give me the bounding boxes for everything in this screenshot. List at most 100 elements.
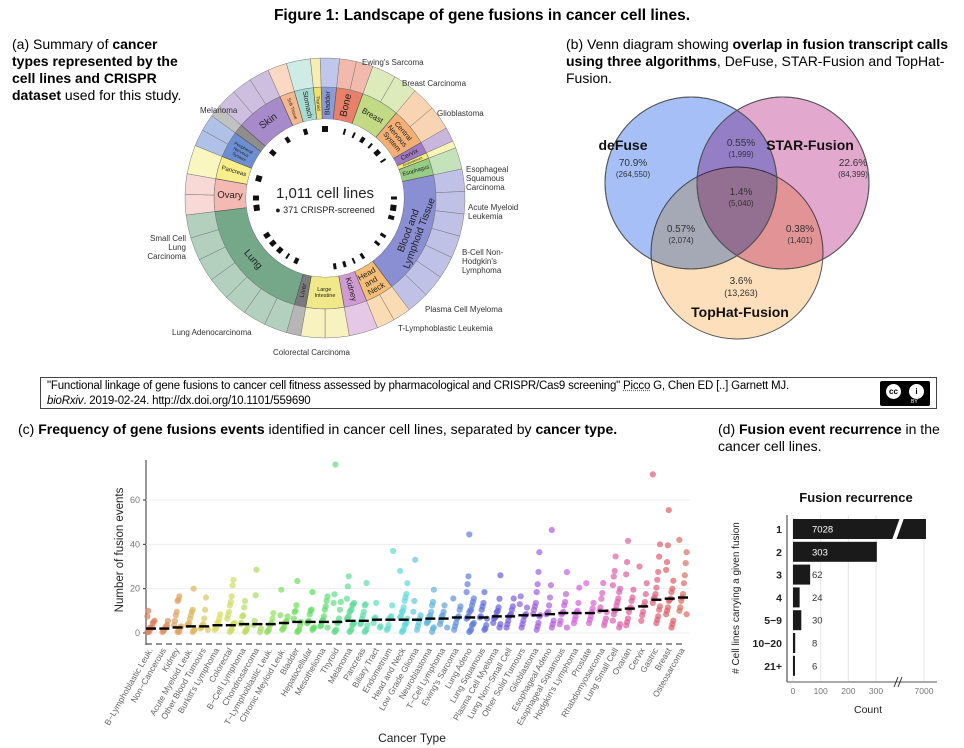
- data-point: [610, 573, 617, 580]
- data-point: [412, 556, 419, 563]
- data-point: [171, 617, 178, 625]
- data-point: [653, 584, 660, 591]
- data-point: [656, 603, 664, 610]
- y-tick-label: 2: [776, 547, 782, 559]
- data-point: [364, 622, 371, 629]
- bar-y-label: # Cell lines carrying a given fusion: [731, 522, 742, 674]
- venn-count: (5,040): [728, 199, 754, 208]
- data-point: [320, 613, 327, 620]
- data-point: [230, 576, 237, 583]
- data-point: [533, 589, 540, 596]
- y-tick-label: 3: [776, 570, 782, 582]
- data-point: [457, 603, 464, 610]
- cc-by-license-badge[interactable]: cc i BY: [880, 381, 930, 406]
- data-point: [617, 585, 624, 592]
- data-point: [397, 567, 404, 575]
- data-point: [669, 585, 676, 592]
- data-point: [252, 592, 259, 599]
- data-point: [683, 611, 690, 618]
- panel-d-caption: (d) Fusion event recurrence in the cance…: [718, 421, 958, 455]
- data-point: [682, 559, 689, 567]
- data-point: [400, 604, 407, 611]
- caption-bold: cancer types represented by the cell lin…: [12, 36, 178, 103]
- data-point: [652, 591, 659, 598]
- data-point: [360, 608, 367, 615]
- bar-value-label: 24: [812, 593, 823, 604]
- panel-a-caption: (a) Summary of cancer types represented …: [12, 36, 197, 104]
- data-point: [284, 613, 291, 620]
- data-point: [240, 612, 247, 619]
- citation-doi-link[interactable]: . 2019-02-24. http://dx.doi.org/10.1101/…: [83, 395, 311, 407]
- data-point: [575, 599, 582, 607]
- bar: [793, 655, 795, 676]
- crispr-screened-mark: [268, 239, 277, 248]
- bar-value-label: 6: [812, 661, 817, 672]
- caption-text: , DeFuse, STAR-Fusion and TopHat-Fusion.: [566, 53, 945, 86]
- donut-label: Esophageal Squamous Carcinoma: [466, 165, 509, 192]
- data-point: [663, 566, 670, 574]
- data-point: [330, 599, 337, 607]
- data-point: [190, 585, 197, 592]
- data-point: [602, 615, 610, 622]
- data-point: [516, 601, 523, 608]
- donut-label: Plasma Cell Myeloma: [425, 305, 503, 314]
- donut-tissue-label: Thyroid: [315, 96, 321, 112]
- data-point: [388, 613, 395, 620]
- data-point: [441, 602, 448, 609]
- donut-subtype-segment: [184, 194, 216, 216]
- crispr-screened-mark: [373, 148, 382, 157]
- caption-text: identified in cancer cell lines, separat…: [264, 421, 536, 437]
- crispr-screened-mark: [358, 136, 366, 144]
- venn-count: (13,263): [724, 288, 758, 298]
- data-point: [641, 598, 649, 606]
- data-point: [229, 582, 236, 589]
- data-point: [534, 581, 541, 588]
- crispr-screened-mark: [284, 136, 292, 144]
- data-point: [617, 621, 624, 628]
- data-point: [557, 617, 564, 624]
- data-point: [450, 595, 457, 602]
- data-point: [536, 549, 543, 556]
- venn-set-defuse: deFuse: [598, 137, 647, 153]
- venn-pct: 0.57%: [667, 224, 695, 235]
- donut-center-subtitle: ● 371 CRISPR-screened: [275, 205, 374, 215]
- caption-bold: Fusion event recurrence: [739, 421, 902, 437]
- data-point: [546, 594, 554, 601]
- caption-bold: Frequency of gene fusions events: [38, 421, 265, 437]
- bar-value-label: 30: [812, 616, 823, 627]
- data-point: [351, 599, 358, 607]
- caption-bold: overlap in fusion transcript calls using…: [566, 36, 949, 69]
- scatter-x-label: Cancer Type: [378, 731, 446, 745]
- data-point: [227, 598, 234, 606]
- data-point: [278, 586, 285, 593]
- crispr-screened-mark: [253, 204, 261, 212]
- venn-count: (2,074): [668, 236, 694, 245]
- data-point: [404, 580, 411, 587]
- axis-break-mark: [893, 676, 899, 688]
- data-point: [624, 615, 632, 622]
- donut-subtype-segment: [319, 57, 340, 88]
- data-point: [590, 599, 597, 607]
- venn-pct: 22.6%: [839, 158, 867, 169]
- donut-tissue-label: Endometrium: [402, 156, 423, 168]
- data-point: [611, 567, 618, 575]
- venn-count: (1,401): [787, 236, 813, 245]
- data-point: [563, 569, 571, 576]
- data-point: [191, 626, 198, 633]
- data-point: [176, 593, 183, 600]
- y-tick-label: 4: [776, 592, 782, 604]
- data-point: [411, 597, 418, 605]
- crispr-screened-mark: [373, 240, 381, 247]
- crispr-screened-mark: [302, 128, 309, 136]
- data-point: [623, 571, 630, 578]
- donut-tissue-label: Large Intestine: [315, 287, 336, 299]
- data-point: [225, 608, 233, 615]
- donut-tissue-label-line: Intestine: [315, 293, 336, 299]
- citation-box: "Functional linkage of gene fusions to c…: [40, 377, 937, 409]
- data-point: [277, 612, 284, 619]
- data-point: [562, 598, 569, 606]
- venn-pct: 3.6%: [730, 276, 753, 287]
- bar-value-label: 7028: [812, 525, 833, 536]
- data-point: [428, 608, 435, 615]
- data-point: [630, 586, 637, 593]
